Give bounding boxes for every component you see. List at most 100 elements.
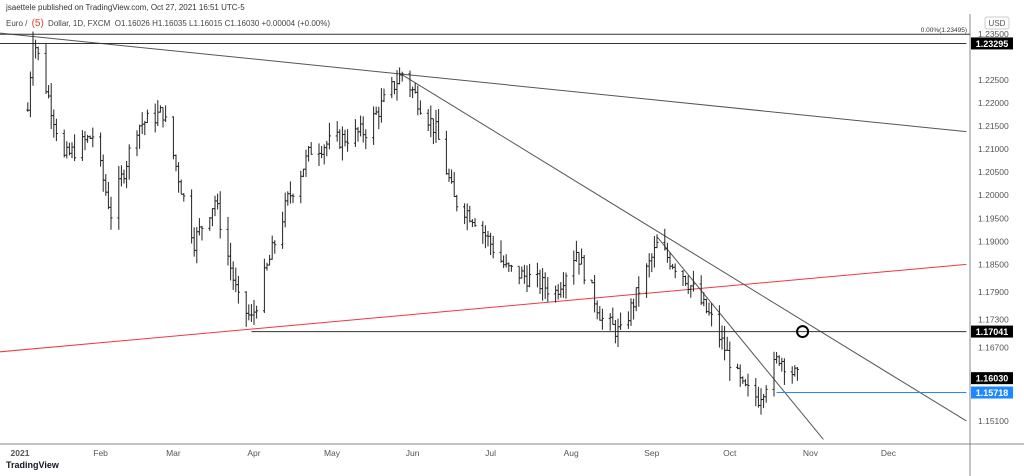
y-tick-label: 1.23500 xyxy=(978,29,1009,39)
ohlc-bar xyxy=(208,216,212,231)
ohlc-bar xyxy=(395,70,399,101)
x-tick-label: Mar xyxy=(166,448,181,458)
ohlc-bar xyxy=(517,265,521,285)
ohlc-bar xyxy=(629,298,633,327)
target-circle-marker xyxy=(796,325,810,339)
ohlc-bar xyxy=(231,261,235,290)
ohlc-bar xyxy=(793,365,797,377)
y-tick-label: 1.20000 xyxy=(978,190,1009,200)
ohlc-bar xyxy=(255,305,259,319)
ohlc-bar xyxy=(327,122,331,150)
ohlc-bar xyxy=(309,142,313,155)
ohlc-bar xyxy=(782,358,786,385)
ohlc-bar xyxy=(736,363,740,370)
ohlc-bar xyxy=(754,378,758,407)
symbol-name: Euro / xyxy=(6,19,30,28)
ohlc-bar xyxy=(725,336,729,351)
ohlc-bar xyxy=(535,262,539,288)
x-tick-label: Nov xyxy=(803,448,819,458)
ohlc-bar xyxy=(283,192,287,228)
ohlc-bar xyxy=(764,385,768,403)
ohlc-bar xyxy=(520,266,524,279)
price-label: 1.16030 xyxy=(976,374,1009,384)
ohlc-bar xyxy=(413,82,417,94)
ohlc-bar xyxy=(52,109,56,138)
ohlc-bar xyxy=(645,263,649,298)
ohlc-bar xyxy=(619,312,623,330)
price-label: 1.23295 xyxy=(976,39,1009,49)
x-tick-label: Apr xyxy=(247,448,260,458)
ohlc-bar xyxy=(470,219,474,228)
ohlc-bar xyxy=(140,112,144,134)
ohlc-bar xyxy=(710,303,714,327)
ohlc-bar xyxy=(538,269,542,295)
ohlc-bar xyxy=(704,298,708,314)
ohlc-bar xyxy=(577,251,581,275)
ohlc-bar xyxy=(338,129,342,150)
ohlc-bar xyxy=(720,325,724,350)
ohlc-bar xyxy=(681,269,685,287)
ohlc-bar xyxy=(390,76,394,99)
ohlc-bar xyxy=(379,88,383,123)
ohlc-bar xyxy=(756,386,760,408)
ohlc-bar xyxy=(83,131,87,151)
ohlc-bar xyxy=(117,165,121,230)
ohlc-bar xyxy=(179,179,183,195)
ohlc-bar xyxy=(218,191,222,239)
ohlc-bar xyxy=(486,230,490,247)
ohlc-bar xyxy=(291,193,295,203)
ohlc-bar xyxy=(359,115,363,137)
badge: (5) xyxy=(31,18,44,29)
ohlc-bar xyxy=(325,140,329,157)
ohlc-bar xyxy=(795,367,799,381)
ohlc-bar xyxy=(684,275,688,286)
ohlc-bar xyxy=(434,109,438,143)
price-label-bg xyxy=(971,37,1013,50)
x-tick-label: Oct xyxy=(723,448,737,458)
ohlc-bar xyxy=(374,106,378,115)
ohlc-bar xyxy=(489,232,493,256)
ohlc-bar xyxy=(200,225,204,241)
ohlc-bar xyxy=(65,141,69,159)
fib-label: 0.00%(1.23495) xyxy=(921,27,967,34)
y-tick-label: 1.21000 xyxy=(978,144,1009,154)
y-tick-label: 1.19000 xyxy=(978,236,1009,246)
ohlc-bar xyxy=(743,379,747,387)
ohlc-bar xyxy=(281,211,285,249)
ohlc-bar xyxy=(741,376,745,384)
y-tick-label: 1.17900 xyxy=(978,287,1009,297)
ohlc-bar xyxy=(213,195,217,217)
ohlc-bar xyxy=(119,165,123,187)
price-label-bg xyxy=(971,325,1013,338)
symbol-interval: Dollar, 1D, FXCM xyxy=(45,19,111,28)
ohlc-bar xyxy=(746,373,750,397)
ohlc-bar xyxy=(145,109,149,124)
ohlc-bar xyxy=(249,304,253,322)
ohlc-bar xyxy=(138,124,142,149)
y-tick-label: 1.22500 xyxy=(978,75,1009,85)
ohlc-bar xyxy=(301,168,305,178)
ohlc-bar xyxy=(546,277,550,302)
ohlc-bar xyxy=(504,254,508,268)
ohlc-bar xyxy=(377,106,381,130)
ohlc-bar xyxy=(595,300,599,320)
ohlc-bar xyxy=(541,268,545,301)
ohlc-bar xyxy=(593,274,597,313)
ohlc-bar xyxy=(418,100,422,115)
x-tick-label: Feb xyxy=(93,448,108,458)
ohlc-bar xyxy=(335,121,339,142)
ohlc-bar xyxy=(416,85,420,116)
y-tick-label: 1.20500 xyxy=(978,167,1009,177)
ohlc-bar xyxy=(67,142,71,156)
ohlc-bar xyxy=(299,170,303,204)
ohlc-bar xyxy=(608,313,612,331)
ohlc-bar xyxy=(361,116,365,143)
ohlc-bar xyxy=(522,264,526,284)
ohlc-bar xyxy=(143,120,147,136)
ohlc-bar xyxy=(44,44,48,94)
ohlc-bar xyxy=(372,106,376,145)
ohlc-bar xyxy=(226,216,230,266)
ohlc-bar xyxy=(28,71,32,118)
ohlc-bar xyxy=(244,291,248,327)
